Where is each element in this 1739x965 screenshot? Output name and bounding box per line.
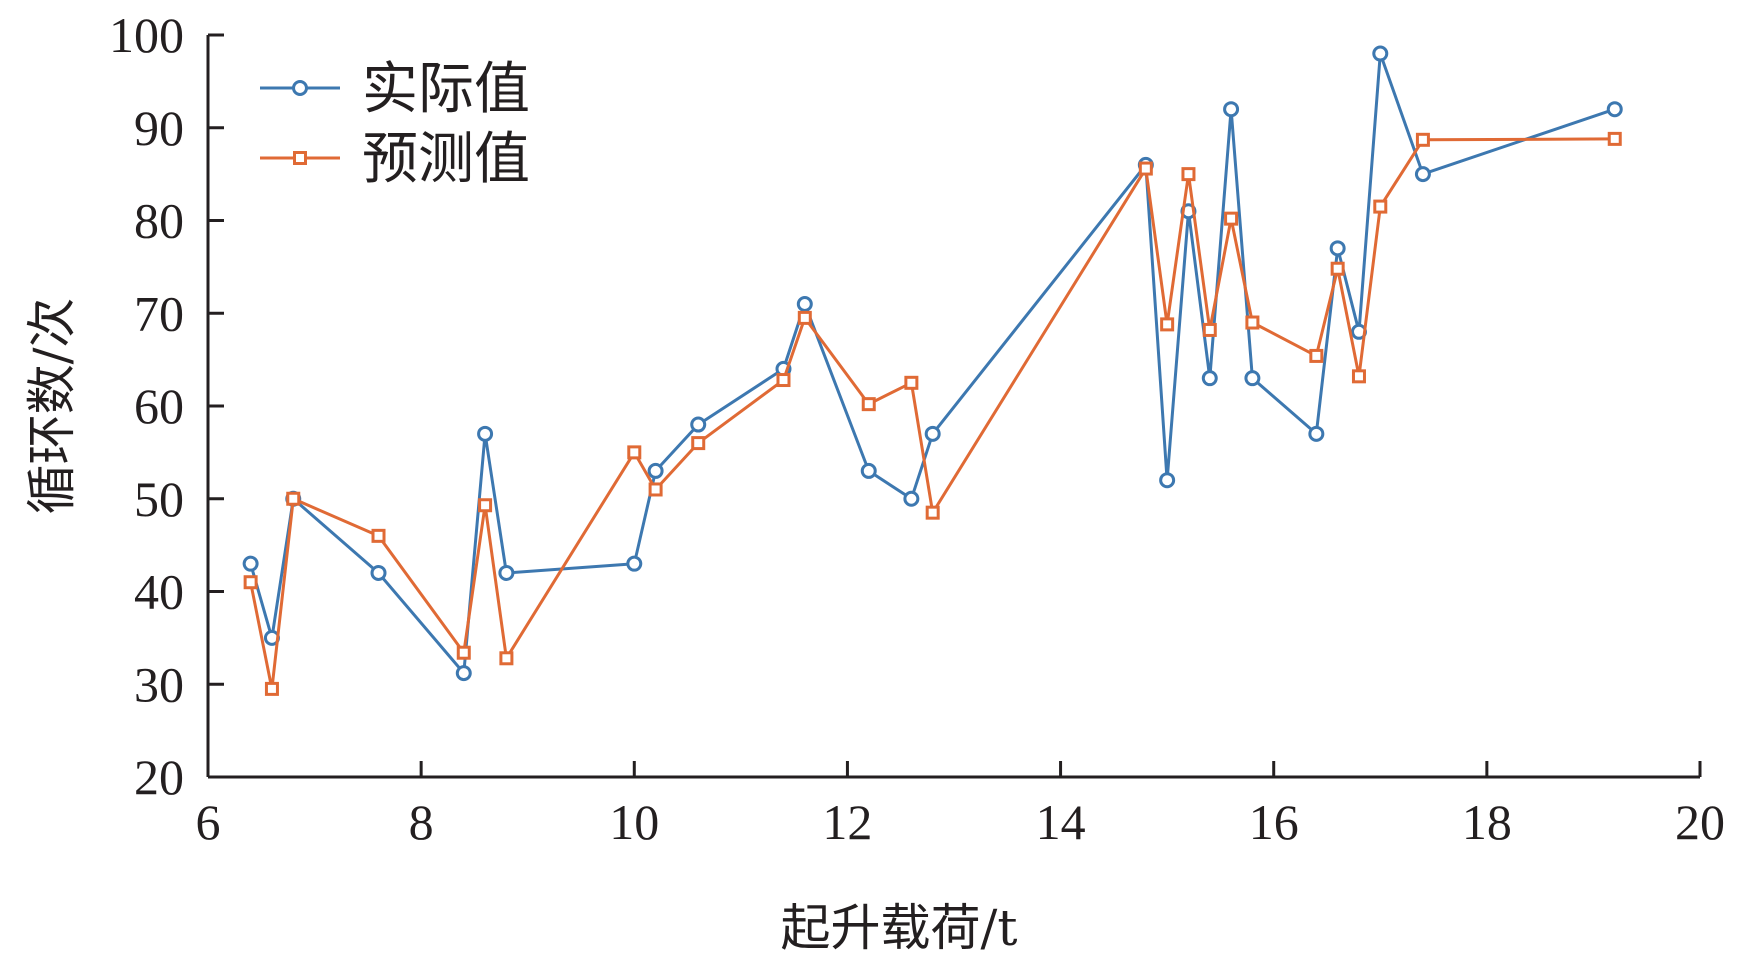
legend-marker (292, 80, 308, 96)
data-point (627, 445, 642, 460)
legend-item: 实际值 (260, 57, 530, 122)
y-tick-label: 40 (134, 564, 184, 620)
data-point (925, 505, 940, 520)
x-axis-title: 起升载荷/t (781, 899, 1018, 957)
data-point (1223, 101, 1240, 118)
legend-item: 预测值 (260, 127, 530, 192)
data-point (1351, 369, 1366, 384)
data-point (924, 425, 941, 442)
y-tick-label: 70 (134, 285, 184, 341)
legend-label: 实际值 (362, 57, 530, 122)
data-point (371, 528, 386, 543)
data-point (690, 416, 707, 433)
data-point (647, 462, 664, 479)
x-tick-label: 6 (196, 794, 221, 850)
data-point (370, 564, 387, 581)
series-layer (242, 45, 1623, 696)
data-point (243, 575, 258, 590)
data-point (1181, 167, 1196, 182)
data-point (1373, 199, 1388, 214)
data-point (796, 295, 813, 312)
x-tick-label: 16 (1249, 794, 1299, 850)
y-axis-title: 循环数/次 (23, 298, 81, 515)
y-tick-label: 30 (134, 656, 184, 712)
data-point (1607, 131, 1622, 146)
data-point (1202, 322, 1217, 337)
data-point (797, 310, 812, 325)
data-point (1224, 211, 1239, 226)
data-point (242, 555, 259, 572)
data-point (691, 436, 706, 451)
data-point (286, 491, 301, 506)
data-point (499, 651, 514, 666)
data-point (776, 373, 791, 388)
data-point (860, 462, 877, 479)
data-point (498, 564, 515, 581)
series-2 (243, 131, 1622, 696)
data-point (455, 665, 472, 682)
data-point (1160, 317, 1175, 332)
series-1 (242, 45, 1623, 682)
y-tick-label: 100 (109, 7, 184, 63)
legend-marker (293, 151, 307, 165)
x-tick-label: 14 (1036, 794, 1086, 850)
data-point (264, 681, 279, 696)
y-tick-label: 90 (134, 100, 184, 156)
data-point (1309, 348, 1324, 363)
series-line (249, 137, 1615, 691)
x-tick-label: 12 (822, 794, 872, 850)
data-point (1308, 425, 1325, 442)
data-point (1415, 132, 1430, 147)
data-point (478, 498, 493, 513)
data-point (1244, 370, 1261, 387)
data-point (1138, 161, 1153, 176)
data-point (1329, 240, 1346, 257)
y-tick-label: 60 (134, 378, 184, 434)
data-point (648, 482, 663, 497)
data-point (903, 490, 920, 507)
y-tick-label: 50 (134, 471, 184, 527)
data-point (456, 645, 471, 660)
data-point (1201, 370, 1218, 387)
data-point (1606, 101, 1623, 118)
x-tick-label: 10 (609, 794, 659, 850)
x-tick-label: 8 (409, 794, 434, 850)
x-tick-label: 20 (1675, 794, 1725, 850)
y-tick-label: 80 (134, 193, 184, 249)
data-point (1159, 472, 1176, 489)
data-point (861, 397, 876, 412)
axes: 6 8 10 12 14 16 18 20 20 30 40 50 60 70 80 90 100 起升载荷/t 循… (23, 7, 1725, 957)
data-point (1330, 261, 1345, 276)
x-tick-label: 18 (1462, 794, 1512, 850)
data-point (904, 375, 919, 390)
data-point (626, 555, 643, 572)
legend-label: 预测值 (362, 127, 530, 192)
data-point (1245, 315, 1260, 330)
y-tick-label: 20 (134, 749, 184, 805)
data-point (1414, 166, 1431, 183)
data-point (477, 425, 494, 442)
data-point (1372, 45, 1389, 62)
